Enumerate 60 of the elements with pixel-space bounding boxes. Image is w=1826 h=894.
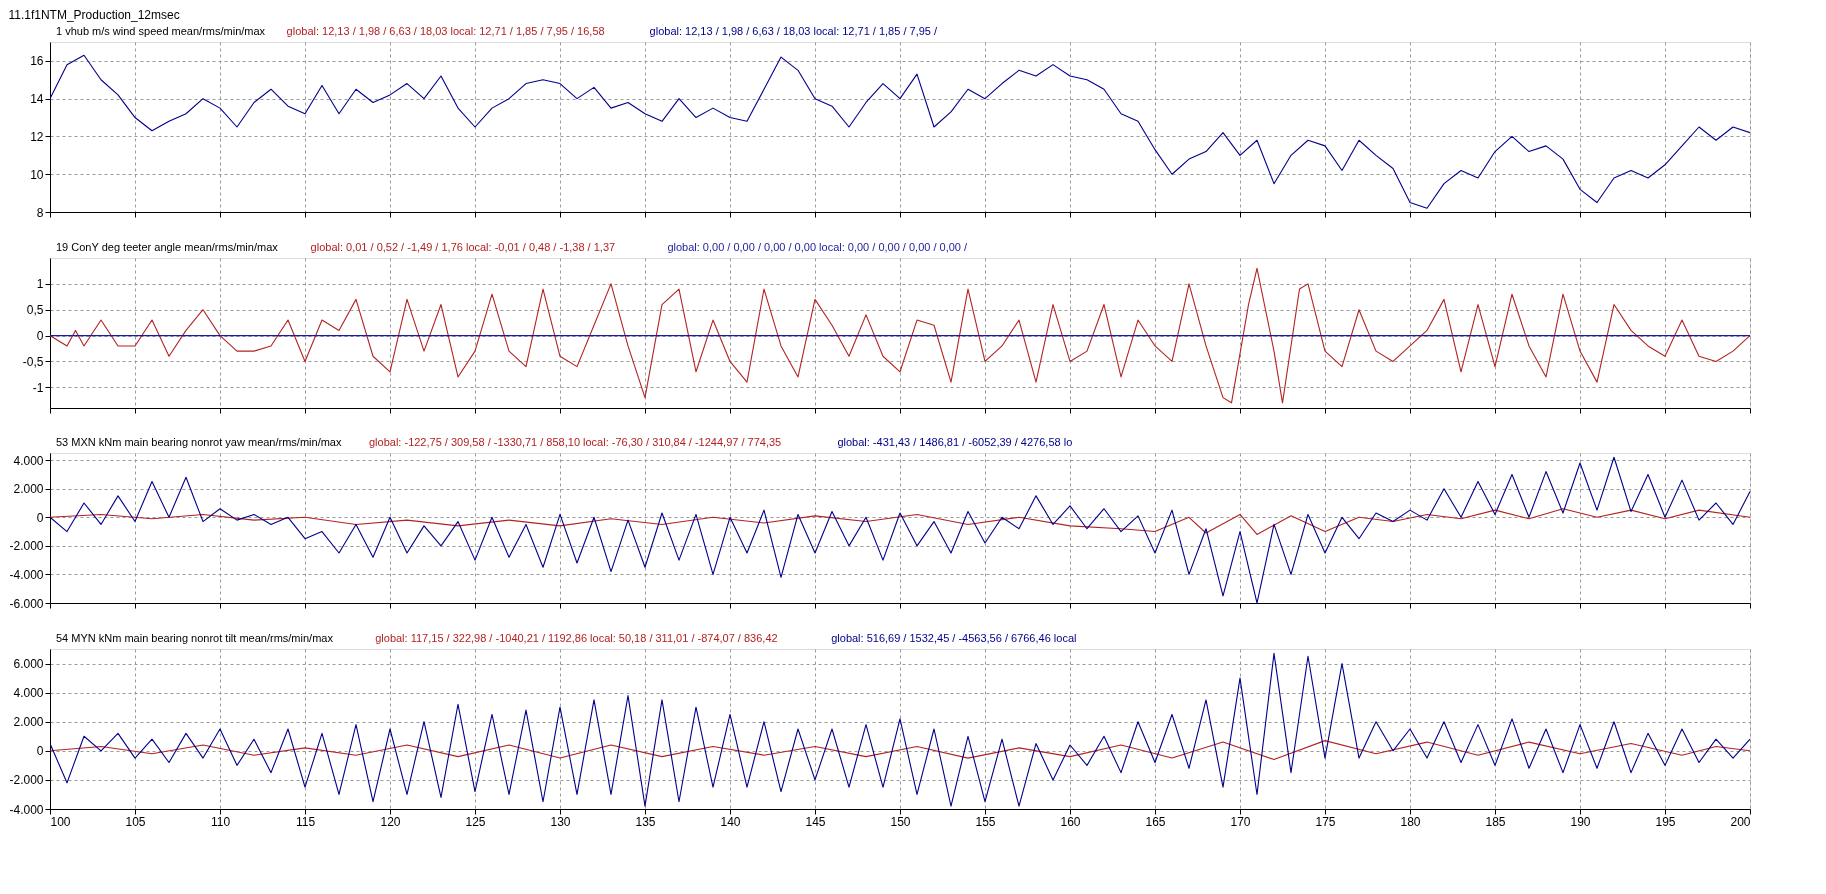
chart-title: 11.1f1NTM_Production_12msec (8, 7, 180, 22)
text: global: -122,75 / 309,58 / -1330,71 / 858,10 local: -76,30 / 310,84 / -1244,97 / 774,35 (369, 436, 782, 448)
x-tick-label: 100 (50, 814, 71, 829)
text: global: 0,01 / 0,52 / -1,49 / 1,76 local: -0,01 / 0,48 / -1,38 / 1,37 (310, 241, 616, 253)
x-tick-label: 130 (550, 814, 571, 829)
text: global: 12,13 / 1,98 / 6,63 / 18,03 local: 12,71 / 1,85 / 7,95 / (649, 25, 938, 37)
y-tick-label: -1 (32, 380, 44, 395)
y-tick-label: 16 (30, 54, 44, 69)
x-tick-label: 110 (210, 814, 231, 829)
y-tick-label: -2.000 (9, 539, 44, 554)
x-tick-label: 150 (890, 814, 911, 829)
y-tick-label: 14 (30, 92, 44, 107)
x-tick-label: 155 (975, 814, 996, 829)
chart-subtitle: 1 vhub m/s wind speed mean/rms/min/max (56, 25, 266, 37)
y-tick-label: 0 (36, 744, 44, 759)
y-tick-label: 12 (30, 129, 44, 144)
x-tick-label: 140 (720, 814, 741, 829)
line-series (50, 740, 1750, 761)
x-tick-label: 105 (125, 814, 146, 829)
line-series (50, 54, 1750, 209)
x-tick-label: 170 (1230, 814, 1251, 829)
y-tick-label: 2.000 (13, 482, 44, 497)
text: global: -431,43 / 1486,81 / -6052,39 / 4276,58 lo (837, 436, 1073, 448)
text: global: 117,15 / 322,98 / -1040,21 / 1192,86 local: 50,18 / 311,01 / -874,07 / 836,42 (375, 632, 778, 644)
chart-subtitle: 53 MXN kNm main bearing nonrot yaw mean/rms/min/max (56, 436, 342, 448)
x-tick-label: 135 (635, 814, 656, 829)
x-tick-label: 175 (1315, 814, 1336, 829)
x-tick-label: 125 (465, 814, 486, 829)
y-tick-label: 10 (30, 167, 44, 182)
x-tick-label: 185 (1485, 814, 1506, 829)
y-tick-label: 4.000 (13, 453, 44, 468)
y-tick-label: -0,5 (22, 354, 44, 369)
y-tick-label: 8 (36, 205, 44, 220)
x-tick-label: 190 (1570, 814, 1591, 829)
x-tick-label: 200 (1730, 814, 1751, 829)
y-tick-label: -2.000 (9, 773, 44, 788)
x-tick-label: 195 (1655, 814, 1676, 829)
text: global: 516,69 / 1532,45 / -4563,56 / 6766,46 local (831, 632, 1077, 644)
x-tick-label: 180 (1400, 814, 1421, 829)
x-tick-label: 120 (380, 814, 401, 829)
y-tick-label: 0 (36, 510, 44, 525)
y-tick-label: 0 (36, 329, 44, 344)
y-tick-label: -4.000 (9, 567, 44, 582)
chart-subtitle: 54 MYN kNm main bearing nonrot tilt mean/rms/min/max (56, 632, 334, 644)
x-tick-label: 145 (805, 814, 826, 829)
chart-subtitle: 19 ConY deg teeter angle mean/rms/min/max (56, 241, 279, 253)
line-series (50, 508, 1750, 535)
y-tick-label: 2.000 (13, 715, 44, 730)
legend-label: global: 12,13 / 1,98 / 6,63 / 18,03 local: 12,71 / 1,85 / 7,95 / 16,58 (286, 25, 605, 37)
y-tick-label: -4.000 (9, 802, 44, 817)
y-tick-label: 1 (36, 277, 44, 292)
y-tick-label: 6.000 (13, 657, 44, 672)
y-tick-label: 0,5 (26, 303, 44, 318)
x-tick-label: 165 (1145, 814, 1166, 829)
y-tick-label: -6.000 (9, 596, 44, 611)
x-tick-label: 115 (295, 814, 316, 829)
text: global: 0,00 / 0,00 / 0,00 / 0,00 local: 0,00 / 0,00 / 0,00 / 0,00 / (667, 241, 968, 253)
line-series (50, 267, 1750, 404)
y-tick-label: 4.000 (13, 686, 44, 701)
x-tick-label: 160 (1060, 814, 1081, 829)
